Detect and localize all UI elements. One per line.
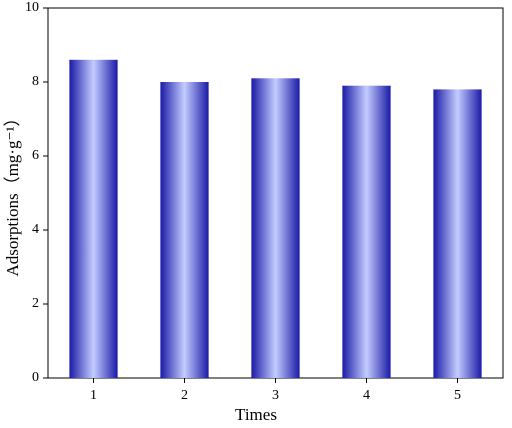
y-tick-label: 8 bbox=[32, 74, 39, 89]
y-axis-label: Adsorptions（mg·g⁻¹） bbox=[3, 109, 22, 276]
y-tick-label: 4 bbox=[32, 222, 39, 237]
bar bbox=[433, 89, 482, 379]
x-tick-label: 1 bbox=[90, 388, 97, 403]
y-tick-label: 6 bbox=[32, 148, 39, 163]
x-tick-label: 2 bbox=[181, 388, 188, 403]
bar bbox=[251, 78, 300, 379]
bar bbox=[160, 82, 209, 378]
y-tick-label: 2 bbox=[32, 296, 39, 311]
y-tick-label: 10 bbox=[25, 0, 39, 15]
bar bbox=[342, 85, 391, 378]
x-tick-label: 4 bbox=[363, 388, 370, 403]
x-tick-label: 3 bbox=[272, 388, 279, 403]
bar bbox=[69, 59, 118, 379]
y-tick-label: 0 bbox=[32, 370, 39, 385]
x-tick-label: 5 bbox=[454, 388, 461, 403]
x-axis-label: Times bbox=[235, 405, 277, 424]
